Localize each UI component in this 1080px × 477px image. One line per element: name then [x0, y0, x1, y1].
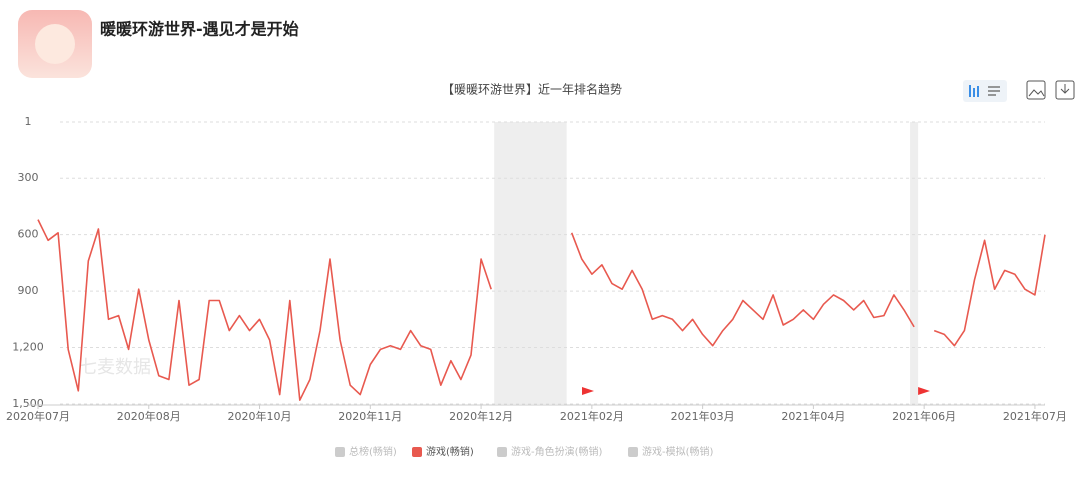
x-tick-label: 2021年04月 — [781, 409, 845, 423]
y-tick-label: 1,200 — [12, 341, 44, 354]
legend-swatch — [497, 447, 507, 457]
legend-label: 游戏-角色扮演(畅销) — [511, 445, 603, 458]
download-button[interactable] — [1055, 80, 1075, 100]
legend-label: 游戏(畅销) — [426, 445, 474, 458]
x-tick-label: 2020年11月 — [338, 409, 402, 423]
y-tick-label: 1 — [25, 115, 32, 128]
app-title: 暖暖环游世界-遇见才是开始 — [100, 20, 299, 39]
watermark: 七麦数据 — [79, 357, 151, 378]
y-tick-label: 300 — [18, 171, 39, 184]
legend-swatch — [412, 447, 422, 457]
x-tick-label: 2021年07月 — [1003, 409, 1067, 423]
shaded-range — [910, 122, 919, 404]
legend-label: 游戏-模拟(畅销) — [642, 445, 714, 458]
x-tick-label: 2021年06月 — [892, 409, 956, 423]
bar-icon — [969, 85, 979, 97]
list-icon — [988, 86, 1000, 96]
image-button[interactable] — [1026, 80, 1046, 100]
x-tick-label: 2021年03月 — [671, 409, 735, 423]
event-flag — [582, 387, 594, 398]
x-tick-label: 2020年10月 — [228, 409, 292, 423]
chart-title: 【暖暖环游世界】近一年排名趋势 — [442, 82, 622, 97]
legend-label: 总榜(畅销) — [349, 445, 397, 458]
y-tick-label: 1,500 — [12, 397, 44, 410]
x-tick-label: 2021年02月 — [560, 409, 624, 423]
download-icon — [1060, 84, 1070, 94]
y-tick-label: 600 — [18, 228, 39, 241]
legend-swatch — [335, 447, 345, 457]
shaded-range — [494, 122, 567, 404]
image-icon — [1028, 89, 1045, 97]
y-tick-label: 900 — [18, 284, 39, 297]
x-tick-label: 2020年07月 — [6, 409, 70, 423]
x-tick-label: 2020年08月 — [117, 409, 181, 423]
toolbar[interactable] — [963, 80, 1075, 102]
legend-swatch — [628, 447, 638, 457]
app-icon-face — [35, 24, 75, 64]
x-tick-label: 2020年12月 — [449, 409, 513, 423]
event-flag — [918, 387, 930, 398]
series-line — [37, 219, 1046, 401]
